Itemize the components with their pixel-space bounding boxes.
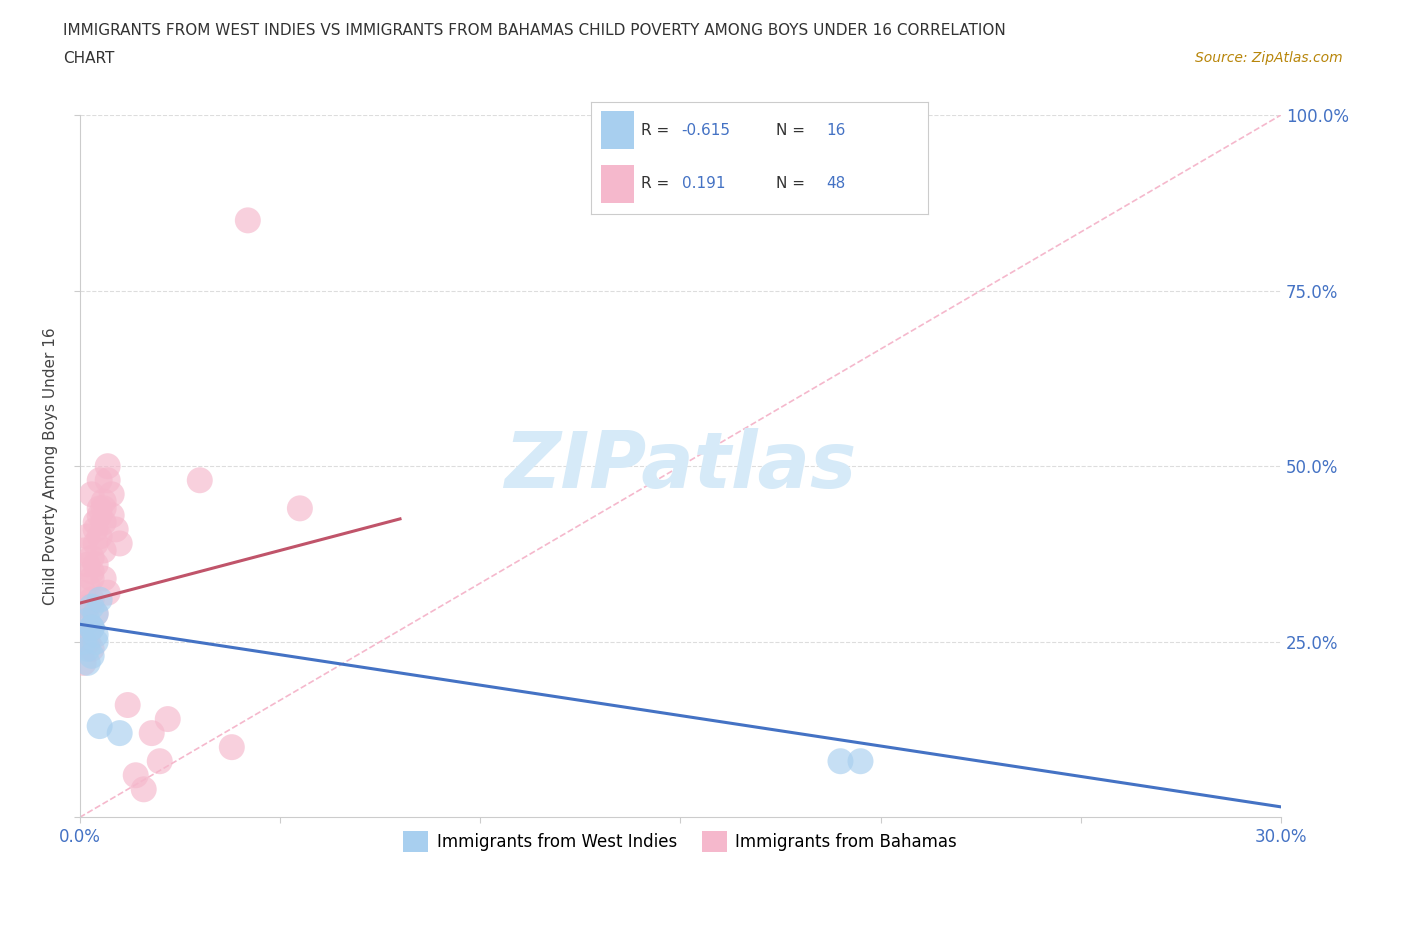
Point xyxy=(156,711,179,726)
Text: ZIPatlas: ZIPatlas xyxy=(505,428,856,504)
Point xyxy=(80,565,103,579)
Point xyxy=(84,634,107,649)
Point xyxy=(97,458,120,473)
Point xyxy=(76,529,98,544)
Point xyxy=(117,698,139,712)
Point xyxy=(188,472,211,487)
Point xyxy=(104,522,127,537)
Bar xyxy=(600,165,634,203)
Point xyxy=(97,472,120,487)
Point xyxy=(89,472,111,487)
Point xyxy=(849,754,872,769)
Point xyxy=(100,487,122,502)
Point xyxy=(76,628,98,643)
Point xyxy=(84,536,107,551)
Point xyxy=(89,501,111,516)
Point xyxy=(288,501,311,516)
Point xyxy=(80,620,103,635)
Point xyxy=(84,606,107,621)
Point xyxy=(236,213,259,228)
Point xyxy=(76,557,98,572)
Point xyxy=(76,599,98,614)
Y-axis label: Child Poverty Among Boys Under 16: Child Poverty Among Boys Under 16 xyxy=(44,327,58,605)
Point xyxy=(132,782,155,797)
Point xyxy=(80,648,103,663)
Point xyxy=(80,620,103,635)
Text: 0.191: 0.191 xyxy=(682,177,725,192)
Point xyxy=(149,754,172,769)
Point xyxy=(89,529,111,544)
Point xyxy=(80,571,103,586)
Point xyxy=(89,719,111,734)
Point xyxy=(72,585,94,600)
Text: 48: 48 xyxy=(827,177,846,192)
Point xyxy=(100,508,122,523)
Legend: Immigrants from West Indies, Immigrants from Bahamas: Immigrants from West Indies, Immigrants … xyxy=(396,825,963,858)
Point xyxy=(76,613,98,628)
Point xyxy=(830,754,852,769)
Text: Source: ZipAtlas.com: Source: ZipAtlas.com xyxy=(1195,51,1343,65)
Point xyxy=(80,487,103,502)
Text: N =: N = xyxy=(776,123,806,138)
Point xyxy=(80,599,103,614)
Bar xyxy=(600,112,634,149)
Point xyxy=(76,656,98,671)
Text: CHART: CHART xyxy=(63,51,115,66)
Point xyxy=(80,620,103,635)
Text: 16: 16 xyxy=(827,123,846,138)
Point xyxy=(93,501,115,516)
Point xyxy=(76,642,98,657)
Text: N =: N = xyxy=(776,177,806,192)
Point xyxy=(93,494,115,509)
Point xyxy=(89,508,111,523)
Text: -0.615: -0.615 xyxy=(682,123,731,138)
Point xyxy=(80,592,103,607)
Text: R =: R = xyxy=(641,177,669,192)
Point xyxy=(80,550,103,565)
Point xyxy=(93,543,115,558)
Point xyxy=(141,725,163,740)
Point xyxy=(84,606,107,621)
Point xyxy=(108,725,131,740)
Point xyxy=(93,571,115,586)
Point xyxy=(84,515,107,530)
Text: IMMIGRANTS FROM WEST INDIES VS IMMIGRANTS FROM BAHAMAS CHILD POVERTY AMONG BOYS : IMMIGRANTS FROM WEST INDIES VS IMMIGRANT… xyxy=(63,23,1007,38)
Point xyxy=(80,642,103,657)
Point xyxy=(84,628,107,643)
Point xyxy=(72,613,94,628)
Point xyxy=(84,522,107,537)
Point xyxy=(108,536,131,551)
Point xyxy=(97,585,120,600)
Point xyxy=(72,656,94,671)
Point xyxy=(76,634,98,649)
Point xyxy=(125,768,148,783)
Point xyxy=(72,634,94,649)
Point xyxy=(221,739,243,754)
Point xyxy=(84,557,107,572)
Point xyxy=(93,515,115,530)
Point xyxy=(76,578,98,593)
Point xyxy=(72,543,94,558)
Text: R =: R = xyxy=(641,123,669,138)
Point xyxy=(89,592,111,607)
